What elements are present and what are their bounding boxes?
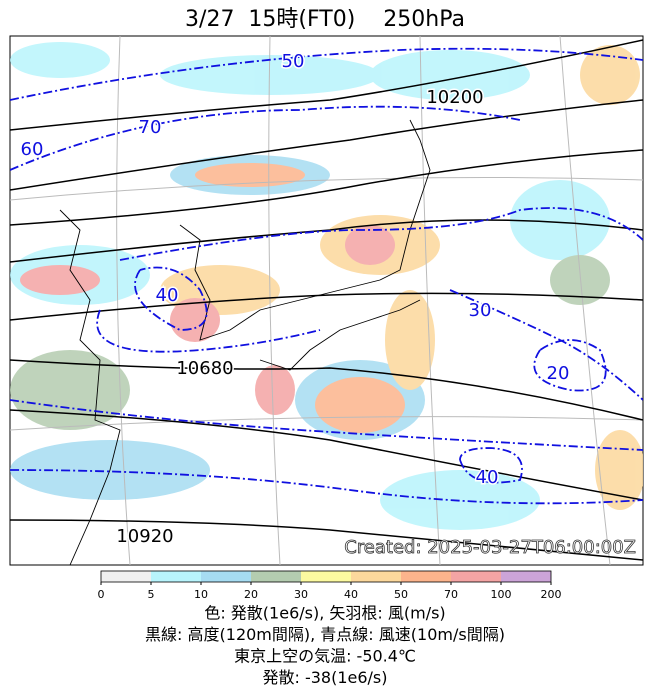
colorbar-tick-label: 200 bbox=[541, 588, 562, 601]
contour-label: 10680 bbox=[176, 358, 233, 379]
colorbar-tick-label: 10 bbox=[194, 588, 208, 601]
graticule bbox=[10, 36, 643, 565]
caption: 発散: -38(1e6/s) bbox=[262, 668, 387, 687]
map: 50 10200 70 60 40 30 10680 20 40 10920 Created: 2… bbox=[9, 35, 644, 566]
colorbar-frame bbox=[100, 570, 552, 583]
contour-label: 40 bbox=[476, 467, 499, 488]
contour-label: 40 bbox=[156, 285, 179, 306]
colorbar-segment bbox=[501, 571, 551, 582]
colorbar-segment bbox=[251, 571, 301, 582]
colorbar-segment bbox=[451, 571, 501, 582]
colorbar-segment bbox=[351, 571, 401, 582]
colorbar-segment bbox=[101, 571, 151, 582]
contour-label: 60 bbox=[21, 139, 44, 160]
colorbar-tick-label: 40 bbox=[344, 588, 358, 601]
captions: 色: 発散(1e6/s), 矢羽根: 風(m/s) 黒線: 高度(120m間隔),… bbox=[145, 604, 505, 688]
colorbar-tick-label: 30 bbox=[294, 588, 308, 601]
colorbar-tick-label: 70 bbox=[444, 588, 458, 601]
colorbar: 0 5 10 20 30 40 50 70 100 200 bbox=[98, 570, 562, 601]
contour-label: 20 bbox=[547, 363, 570, 384]
contour-label: 10920 bbox=[116, 526, 173, 547]
contour-label: 50 bbox=[282, 51, 305, 72]
created-stamp: Created: 2025-03-27T06:00:00Z bbox=[344, 537, 636, 558]
colorbar-tick-label: 100 bbox=[491, 588, 512, 601]
colorbar-tick-label: 50 bbox=[394, 588, 408, 601]
colorbar-tick-label: 20 bbox=[244, 588, 258, 601]
colorbar-segment bbox=[151, 571, 201, 582]
caption: 東京上空の気温: -50.4℃ bbox=[234, 647, 416, 666]
colorbar-segment bbox=[401, 571, 451, 582]
caption: 黒線: 高度(120m間隔), 青点線: 風速(10m/s間隔) bbox=[145, 625, 505, 644]
contour-label: 70 bbox=[139, 117, 162, 138]
colorbar-segment bbox=[301, 571, 351, 582]
colorbar-segment bbox=[201, 571, 251, 582]
caption: 色: 発散(1e6/s), 矢羽根: 風(m/s) bbox=[204, 604, 445, 623]
contour-label: 30 bbox=[469, 300, 492, 321]
wind-speed-contours bbox=[10, 47, 643, 505]
title: 3/27 15時(FT0) 250hPa bbox=[185, 7, 465, 32]
contour-label: 10200 bbox=[426, 87, 483, 108]
colorbar-tick-label: 5 bbox=[148, 588, 155, 601]
colorbar-tick-label: 0 bbox=[98, 588, 105, 601]
